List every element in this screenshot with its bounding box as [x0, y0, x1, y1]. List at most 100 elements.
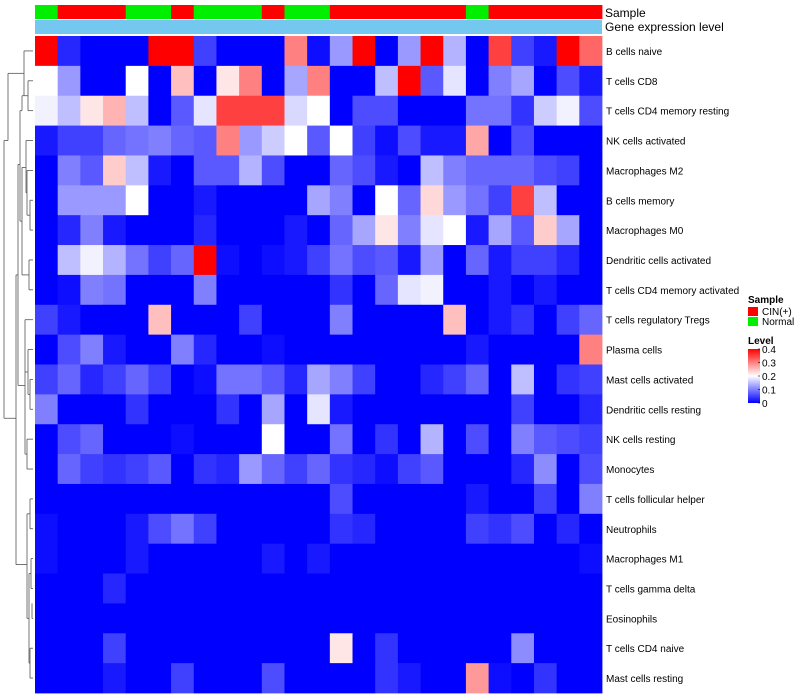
heatmap-cell	[57, 424, 81, 455]
heatmap-cell	[80, 304, 104, 336]
heatmap-cell	[307, 274, 331, 306]
heatmap-cell	[125, 155, 149, 186]
heatmap-cell	[556, 364, 580, 395]
heatmap-cell	[171, 125, 195, 156]
heatmap-cell	[216, 663, 240, 694]
heatmap-cell	[193, 155, 217, 186]
heatmap-cell	[148, 125, 172, 156]
heatmap-cell	[193, 483, 217, 515]
heatmap-cell	[148, 513, 172, 545]
heatmap-cell	[556, 125, 580, 156]
heatmap-cell	[261, 394, 285, 425]
heatmap-cell	[193, 603, 217, 634]
heatmap-cell	[443, 633, 467, 664]
heatmap-cell	[284, 274, 308, 306]
heatmap-cell	[103, 483, 127, 515]
annotation-label-expression: Gene expression level	[605, 20, 724, 34]
heatmap-cell	[465, 454, 489, 485]
heatmap-cell	[511, 633, 535, 664]
heatmap-cell	[216, 245, 240, 276]
heatmap-cell	[171, 394, 195, 425]
row-label: Plasma cells	[606, 346, 662, 357]
legend-level-tick-label: 0.4	[762, 345, 776, 356]
heatmap-cell	[511, 364, 535, 395]
heatmap-cell	[329, 95, 353, 126]
heatmap-cell	[579, 513, 603, 545]
heatmap-cell	[556, 573, 580, 604]
heatmap-cell	[261, 65, 285, 97]
row-label: T cells CD8	[606, 77, 658, 88]
heatmap-cell	[125, 185, 149, 216]
legend-level-tick-label: 0.1	[762, 386, 776, 397]
heatmap-cell	[216, 125, 240, 156]
heatmap-cell	[35, 245, 59, 276]
row-label: Macrophages M2	[606, 166, 684, 177]
heatmap-cell	[35, 513, 59, 545]
heatmap-cell	[375, 513, 399, 545]
heatmap-cell	[261, 424, 285, 455]
legend-level-tick-label: 0.3	[762, 359, 776, 370]
heatmap-cell	[148, 334, 172, 365]
heatmap-cell	[556, 155, 580, 186]
heatmap-cell	[375, 573, 399, 604]
sample-annotation-cell	[57, 5, 81, 19]
sample-annotation-cell	[533, 5, 558, 19]
heatmap-cell	[103, 394, 127, 425]
heatmap-cell	[579, 394, 603, 425]
heatmap-cell	[420, 245, 444, 276]
heatmap-cell	[533, 543, 558, 574]
heatmap-cell	[556, 274, 580, 306]
heatmap-cell	[329, 364, 353, 395]
heatmap-cell	[103, 663, 127, 694]
heatmap-cell	[216, 155, 240, 186]
heatmap-cell	[397, 543, 421, 574]
heatmap-cell	[352, 36, 376, 67]
heatmap-cell	[103, 95, 127, 126]
heatmap-cell	[80, 95, 104, 126]
heatmap-cell	[284, 633, 308, 664]
heatmap-cell	[465, 95, 489, 126]
row-label: Eosinophils	[606, 614, 657, 625]
heatmap-cell	[533, 95, 558, 126]
heatmap-cell	[352, 95, 376, 126]
heatmap-cell	[443, 454, 467, 485]
heatmap-cell	[375, 424, 399, 455]
heatmap-cell	[261, 155, 285, 186]
expression-level-annotation-bar	[35, 20, 602, 34]
row-label: T cells regulatory Tregs	[606, 316, 710, 327]
heatmap-cell	[443, 185, 467, 216]
heatmap-cell	[556, 185, 580, 216]
heatmap-cell	[171, 483, 195, 515]
row-label: T cells CD4 memory resting	[606, 107, 729, 118]
heatmap-cell	[329, 454, 353, 485]
heatmap-cell	[579, 483, 603, 515]
heatmap-cell	[239, 125, 263, 156]
heatmap-cell	[103, 125, 127, 156]
heatmap-cell	[261, 573, 285, 604]
heatmap-cell	[352, 483, 376, 515]
heatmap-cell	[171, 663, 195, 694]
heatmap-cell	[35, 185, 59, 216]
heatmap-cell	[261, 663, 285, 694]
heatmap-cell	[57, 633, 81, 664]
heatmap-cell	[284, 603, 308, 634]
heatmap-cell	[352, 185, 376, 216]
heatmap-cell	[579, 65, 603, 97]
heatmap-cell	[465, 245, 489, 276]
sample-annotation-cell	[125, 5, 149, 19]
heatmap-cell	[465, 185, 489, 216]
heatmap-cell	[57, 215, 81, 246]
heatmap-cell	[103, 364, 127, 395]
heatmap-cell	[329, 185, 353, 216]
heatmap-cell	[125, 334, 149, 365]
heatmap-cell	[261, 95, 285, 126]
sample-annotation-cell	[329, 5, 353, 19]
heatmap-cell	[35, 543, 59, 574]
heatmap-cell	[125, 65, 149, 97]
heatmap-cell	[329, 394, 353, 425]
sample-annotation-cell	[284, 5, 308, 19]
heatmap-cell	[239, 215, 263, 246]
heatmap-cell	[375, 125, 399, 156]
heatmap-cell	[57, 364, 81, 395]
